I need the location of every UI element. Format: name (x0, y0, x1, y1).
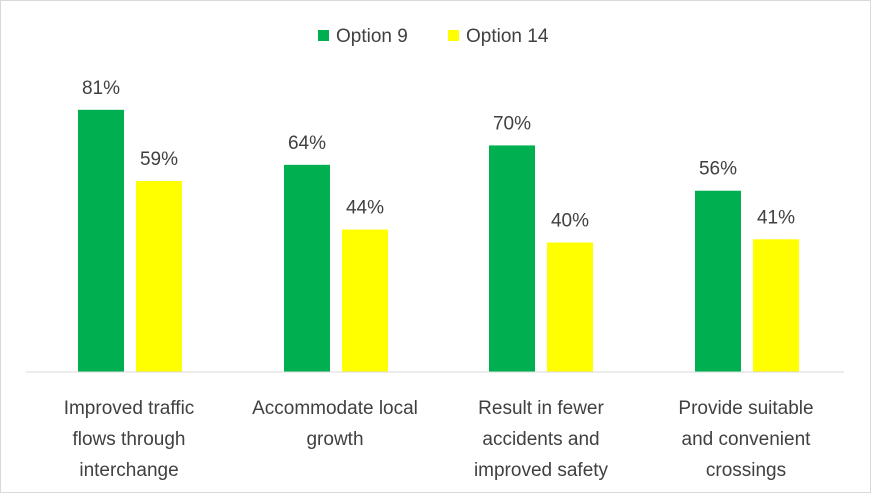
data-label-option-9-3: 70% (493, 113, 531, 134)
category-label-3-line-1: Result in fewer (478, 398, 604, 419)
bar-option-14-3 (547, 242, 593, 372)
data-label-option-14-3: 40% (551, 211, 589, 232)
legend-label-option-14: Option 14 (466, 26, 549, 47)
category-label-4-line-1: Provide suitable (678, 398, 813, 419)
category-label-1-line-2: flows through (72, 429, 185, 450)
bar-option-14-1 (136, 181, 182, 372)
category-label-3-line-3: improved safety (474, 460, 609, 481)
data-label-option-14-4: 41% (757, 207, 795, 228)
legend-swatch-option-14 (448, 30, 459, 41)
data-label-option-9-2: 64% (288, 133, 326, 154)
category-label-4-line-2: and convenient (682, 429, 812, 450)
category-label-3-line-2: accidents and (482, 429, 599, 450)
bar-option-14-4 (753, 239, 799, 372)
bar-option-9-1 (78, 109, 124, 372)
data-label-option-14-1: 59% (140, 149, 178, 170)
bar-option-14-2 (342, 229, 388, 372)
category-label-4-line-3: crossings (706, 460, 786, 481)
category-label-2-line-1: Accommodate local (252, 398, 418, 419)
category-label-2-line-2: growth (306, 429, 363, 450)
bar-option-9-4 (695, 190, 741, 372)
legend-label-option-9: Option 9 (336, 26, 408, 47)
legend-swatch-option-9 (318, 30, 329, 41)
data-label-option-14-2: 44% (346, 198, 384, 219)
category-labels: Improved traffic flows through interchange… (64, 398, 814, 481)
data-label-option-9-4: 56% (699, 159, 737, 180)
legend: Option 9 Option 14 (318, 26, 549, 47)
data-labels: 81% 64% 70% 56% 59% 44% 40% 41% (82, 78, 795, 232)
category-label-1-line-1: Improved traffic (64, 398, 195, 419)
category-label-1-line-3: interchange (79, 460, 178, 481)
bars (78, 109, 799, 372)
data-label-option-9-1: 81% (82, 78, 120, 99)
bar-option-9-2 (284, 164, 330, 372)
bar-option-9-3 (489, 145, 535, 372)
